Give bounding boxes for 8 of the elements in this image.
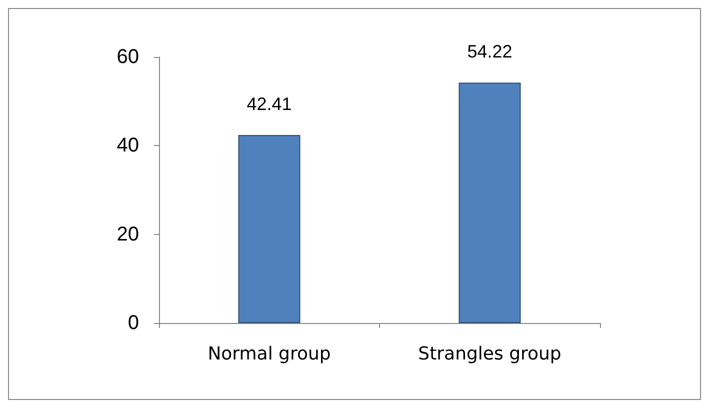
y-tick-label: 40 [116, 134, 139, 157]
y-tick-label: 60 [116, 46, 139, 68]
data-label: 54.22 [467, 42, 512, 62]
data-label: 42.41 [246, 94, 292, 114]
y-tick-label: 20 [116, 223, 139, 246]
x-tick-label: Normal group [208, 344, 331, 364]
x-tick-label: Strangles group [418, 344, 562, 364]
y-tick-label: 0 [128, 312, 139, 334]
